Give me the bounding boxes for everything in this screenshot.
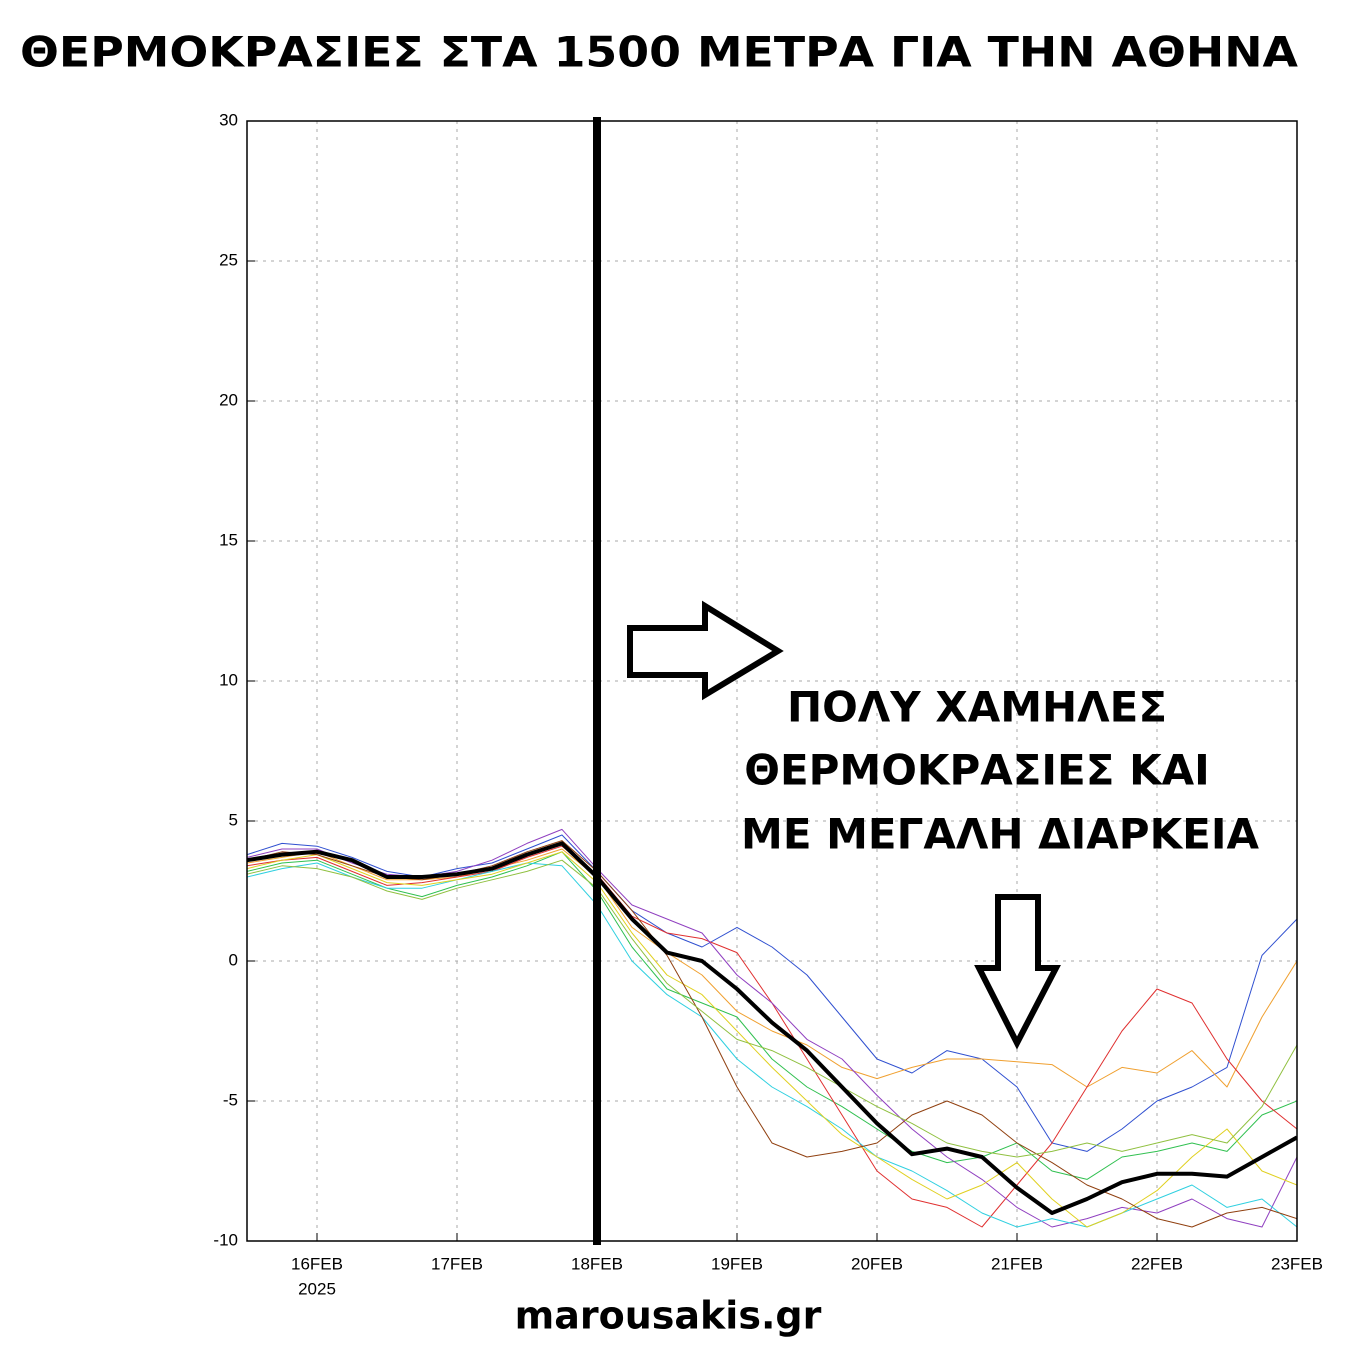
y-tick-label: 5	[229, 810, 238, 829]
x-tick-label: 17FEB	[431, 1254, 483, 1273]
y-tick-label: 15	[219, 530, 238, 549]
footer: marousakis.gr	[515, 1294, 822, 1338]
chart-title: ΘΕΡΜΟΚΡΑΣΙΕΣ ΣΤΑ 1500 ΜΕΤΡΑ ΓΙΑ ΤΗΝ ΑΘΗΝ…	[20, 28, 1299, 77]
x-tick-label: 18FEB	[571, 1254, 623, 1273]
annotation: ΠΟΛΥ ΧΑΜΗΛΕΣ	[787, 683, 1167, 732]
series-line	[247, 851, 1297, 1228]
x-tick-label: 23FEB	[1271, 1254, 1323, 1273]
year-label: 2025	[298, 1279, 336, 1298]
plot-area	[247, 121, 1297, 1241]
arrow-right	[627, 600, 784, 701]
arrow-down	[974, 894, 1061, 1050]
y-tick-label: -5	[223, 1090, 238, 1109]
y-tick-label: -10	[213, 1230, 238, 1249]
y-tick-label: 25	[219, 250, 238, 269]
y-tick-label: 10	[219, 670, 238, 689]
series-line	[247, 859, 1297, 1158]
y-tick-label: 30	[219, 110, 238, 129]
x-tick-label: 16FEB	[291, 1254, 343, 1273]
series-line	[247, 841, 1297, 1215]
annotation: ΜΕ ΜΕΓΑΛΗ ΔΙΑΡΚΕΙΑ	[741, 810, 1259, 859]
y-tick-label: 0	[229, 950, 238, 969]
x-tick-label: 20FEB	[851, 1254, 903, 1273]
y-tick-label: 20	[219, 390, 238, 409]
series-line	[247, 840, 1297, 1228]
x-tick-label: 22FEB	[1131, 1254, 1183, 1273]
x-tick-label: 21FEB	[991, 1254, 1043, 1273]
x-tick-label: 19FEB	[711, 1254, 763, 1273]
series-line	[247, 851, 1297, 1180]
annotation: ΘΕΡΜΟΚΡΑΣΙΕΣ ΚΑΙ	[744, 746, 1210, 795]
